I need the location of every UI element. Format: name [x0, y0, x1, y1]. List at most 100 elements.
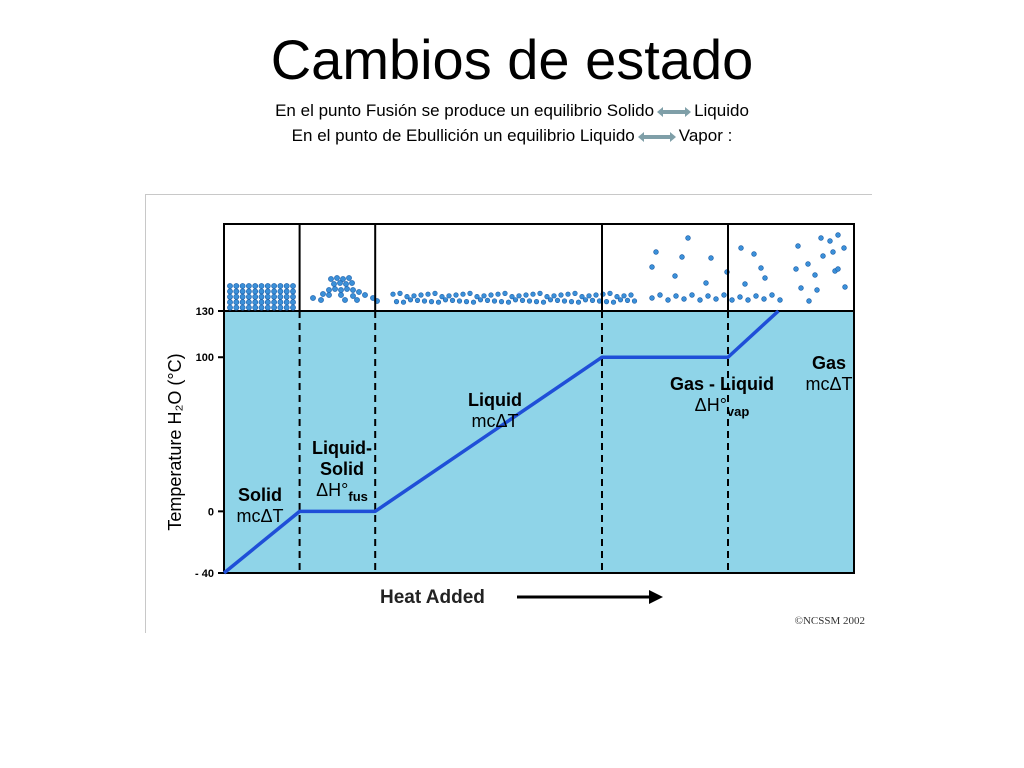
- particle: [344, 286, 350, 292]
- particle: [342, 297, 348, 303]
- particle: [338, 292, 344, 298]
- particle: [350, 287, 356, 293]
- particle: [277, 299, 284, 306]
- particle: [428, 298, 435, 305]
- heating-curve-figure: 130 100 0- 40 Solid mcΔT Liquid- Solid ΔH°fus L…: [145, 194, 872, 633]
- particle: [649, 264, 655, 270]
- particle: [258, 304, 265, 311]
- particle: [762, 275, 768, 281]
- particle: [481, 293, 487, 299]
- particle: [512, 297, 519, 303]
- phase-region-subscript: vap: [727, 404, 749, 419]
- particle: [271, 293, 278, 300]
- particle: [252, 288, 259, 295]
- particle: [835, 266, 841, 272]
- particle: [820, 253, 826, 259]
- particle: [721, 292, 727, 298]
- particle: [812, 272, 818, 278]
- particle: [460, 291, 466, 297]
- particle: [673, 293, 679, 299]
- particle: [246, 304, 252, 311]
- particle: [793, 266, 799, 272]
- phase-region-label: Liquid: [468, 390, 522, 410]
- particle: [742, 281, 748, 287]
- phase-region-label: Gas: [812, 353, 846, 373]
- particle: [498, 298, 505, 305]
- particle: [290, 283, 296, 289]
- particle: [745, 297, 751, 303]
- y-tick-label: 0: [208, 506, 214, 518]
- particle: [343, 281, 349, 287]
- particle: [277, 288, 284, 295]
- particle: [575, 299, 582, 305]
- particle: [239, 283, 246, 289]
- x-axis-arrow-head: [649, 590, 663, 604]
- particle: [239, 293, 246, 300]
- particle: [320, 291, 326, 297]
- particle: [818, 235, 824, 241]
- particle: [798, 285, 804, 291]
- particle: [841, 245, 847, 251]
- particle: [467, 290, 473, 296]
- particle: [271, 304, 278, 311]
- particle: [340, 276, 346, 282]
- particle: [685, 235, 691, 241]
- particle: [264, 283, 271, 289]
- fusion-equilibrium-text: En el punto Fusión se produce un equilib…: [0, 100, 1024, 122]
- particle: [456, 298, 463, 304]
- particle: [334, 275, 340, 281]
- particle: [350, 293, 356, 299]
- particle: [649, 295, 655, 301]
- particle: [227, 304, 233, 311]
- particle: [246, 299, 252, 306]
- particle: [758, 265, 764, 271]
- particle: [565, 291, 571, 297]
- copyright-notice: ©NCSSM 2002: [795, 615, 865, 627]
- particle: [842, 284, 848, 290]
- particle: [558, 292, 564, 298]
- particle: [252, 304, 259, 311]
- particle: [681, 296, 687, 302]
- particle: [283, 293, 290, 300]
- particle: [442, 297, 449, 303]
- particle: [271, 299, 278, 306]
- x-axis-label: Heat Added: [380, 587, 485, 608]
- particle: [603, 298, 610, 305]
- particle: [271, 283, 278, 289]
- plot-area: [223, 310, 855, 574]
- particle: [435, 299, 442, 305]
- y-tick-label: - 40: [195, 568, 214, 580]
- particle: [610, 299, 617, 305]
- particle: [491, 298, 498, 304]
- particle: [390, 291, 396, 297]
- particle: [607, 290, 613, 296]
- y-tick-label: 130: [196, 306, 214, 318]
- particle: [246, 283, 252, 289]
- particle: [814, 287, 820, 293]
- particle-layer: [227, 232, 848, 311]
- phase-region-label: mcΔT: [236, 506, 283, 526]
- particle: [617, 297, 624, 303]
- particle: [252, 283, 259, 289]
- particle: [332, 286, 338, 292]
- phase-region-labels: SolidmcΔTLiquid-SolidΔH°fusLiquidmcΔTGas…: [236, 353, 852, 526]
- particle: [540, 299, 547, 305]
- particle: [233, 299, 240, 306]
- particle: [397, 290, 403, 296]
- particle: [239, 288, 246, 295]
- particle: [738, 245, 744, 251]
- particle: [233, 293, 240, 300]
- particle: [579, 293, 585, 300]
- particle: [502, 290, 508, 296]
- particle: [264, 304, 271, 311]
- particle: [835, 232, 841, 238]
- particle: [421, 298, 428, 304]
- particle: [356, 289, 362, 295]
- particle: [439, 293, 445, 300]
- particle: [425, 291, 431, 297]
- particle: [657, 292, 663, 298]
- particle: [672, 273, 678, 279]
- particle: [252, 293, 259, 300]
- particle: [331, 281, 337, 287]
- particle: [354, 297, 360, 303]
